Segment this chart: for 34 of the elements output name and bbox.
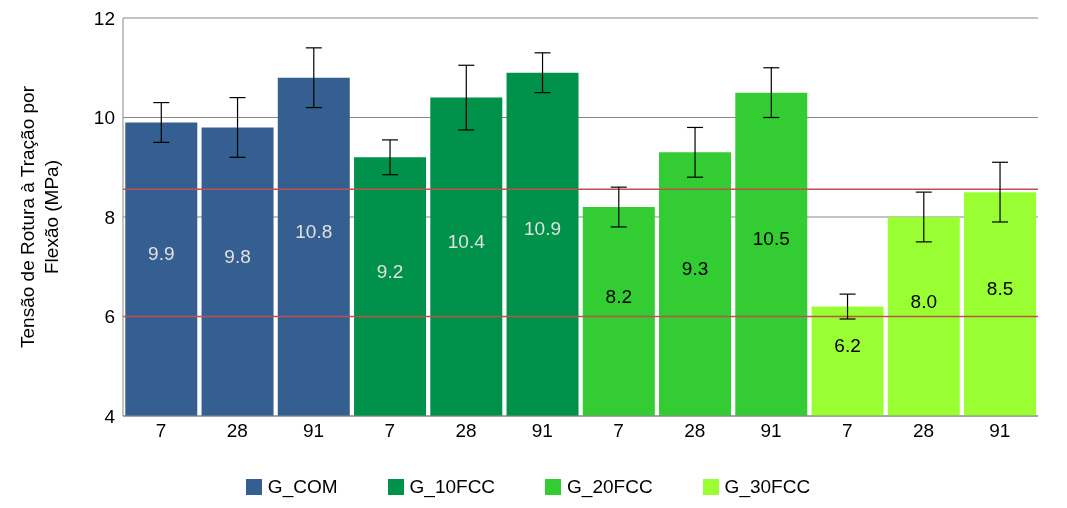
legend-label: G_10FCC [408, 476, 496, 498]
data-label: 8.0 [910, 290, 937, 312]
x-tick-label: 7 [384, 420, 396, 442]
legend-label: G_20FCC [566, 476, 653, 498]
data-label: 10.8 [295, 220, 333, 242]
x-tick-label: 7 [613, 420, 624, 442]
y-tick-label: 10 [93, 107, 115, 129]
data-label: 10.5 [752, 228, 790, 250]
data-label: 9.2 [376, 260, 404, 282]
y-tick-label: 6 [104, 306, 115, 328]
legend-label: G_30FCC [723, 476, 811, 498]
x-tick-label: 91 [303, 420, 325, 442]
x-tick-label: 7 [155, 420, 167, 442]
data-label: 8.5 [986, 278, 1014, 300]
y-tick-label: 12 [93, 7, 115, 29]
x-tick-label: 91 [989, 420, 1011, 442]
x-tick-label: 28 [913, 420, 935, 442]
data-label: 9.8 [224, 245, 251, 267]
y-tick-label: 8 [104, 206, 115, 228]
data-label: 8.2 [605, 285, 632, 307]
data-label: 9.9 [148, 243, 175, 265]
x-tick-label: 28 [684, 420, 706, 442]
x-tick-label: 91 [531, 420, 553, 442]
x-tick-label: 7 [842, 420, 853, 442]
data-label: 9.3 [681, 258, 709, 280]
y-tick-label: 4 [104, 405, 116, 427]
legend-label: G_COM [266, 476, 338, 498]
data-label: 10.9 [524, 218, 562, 240]
data-label: 6.2 [834, 335, 861, 357]
x-tick-label: 28 [226, 420, 248, 442]
data-label: 10.4 [447, 230, 486, 252]
x-tick-label: 91 [760, 420, 782, 442]
x-tick-label: 28 [455, 420, 477, 442]
y-axis-title: Tensão de Rotura à Tração por Flexão (MPa) [17, 85, 62, 348]
